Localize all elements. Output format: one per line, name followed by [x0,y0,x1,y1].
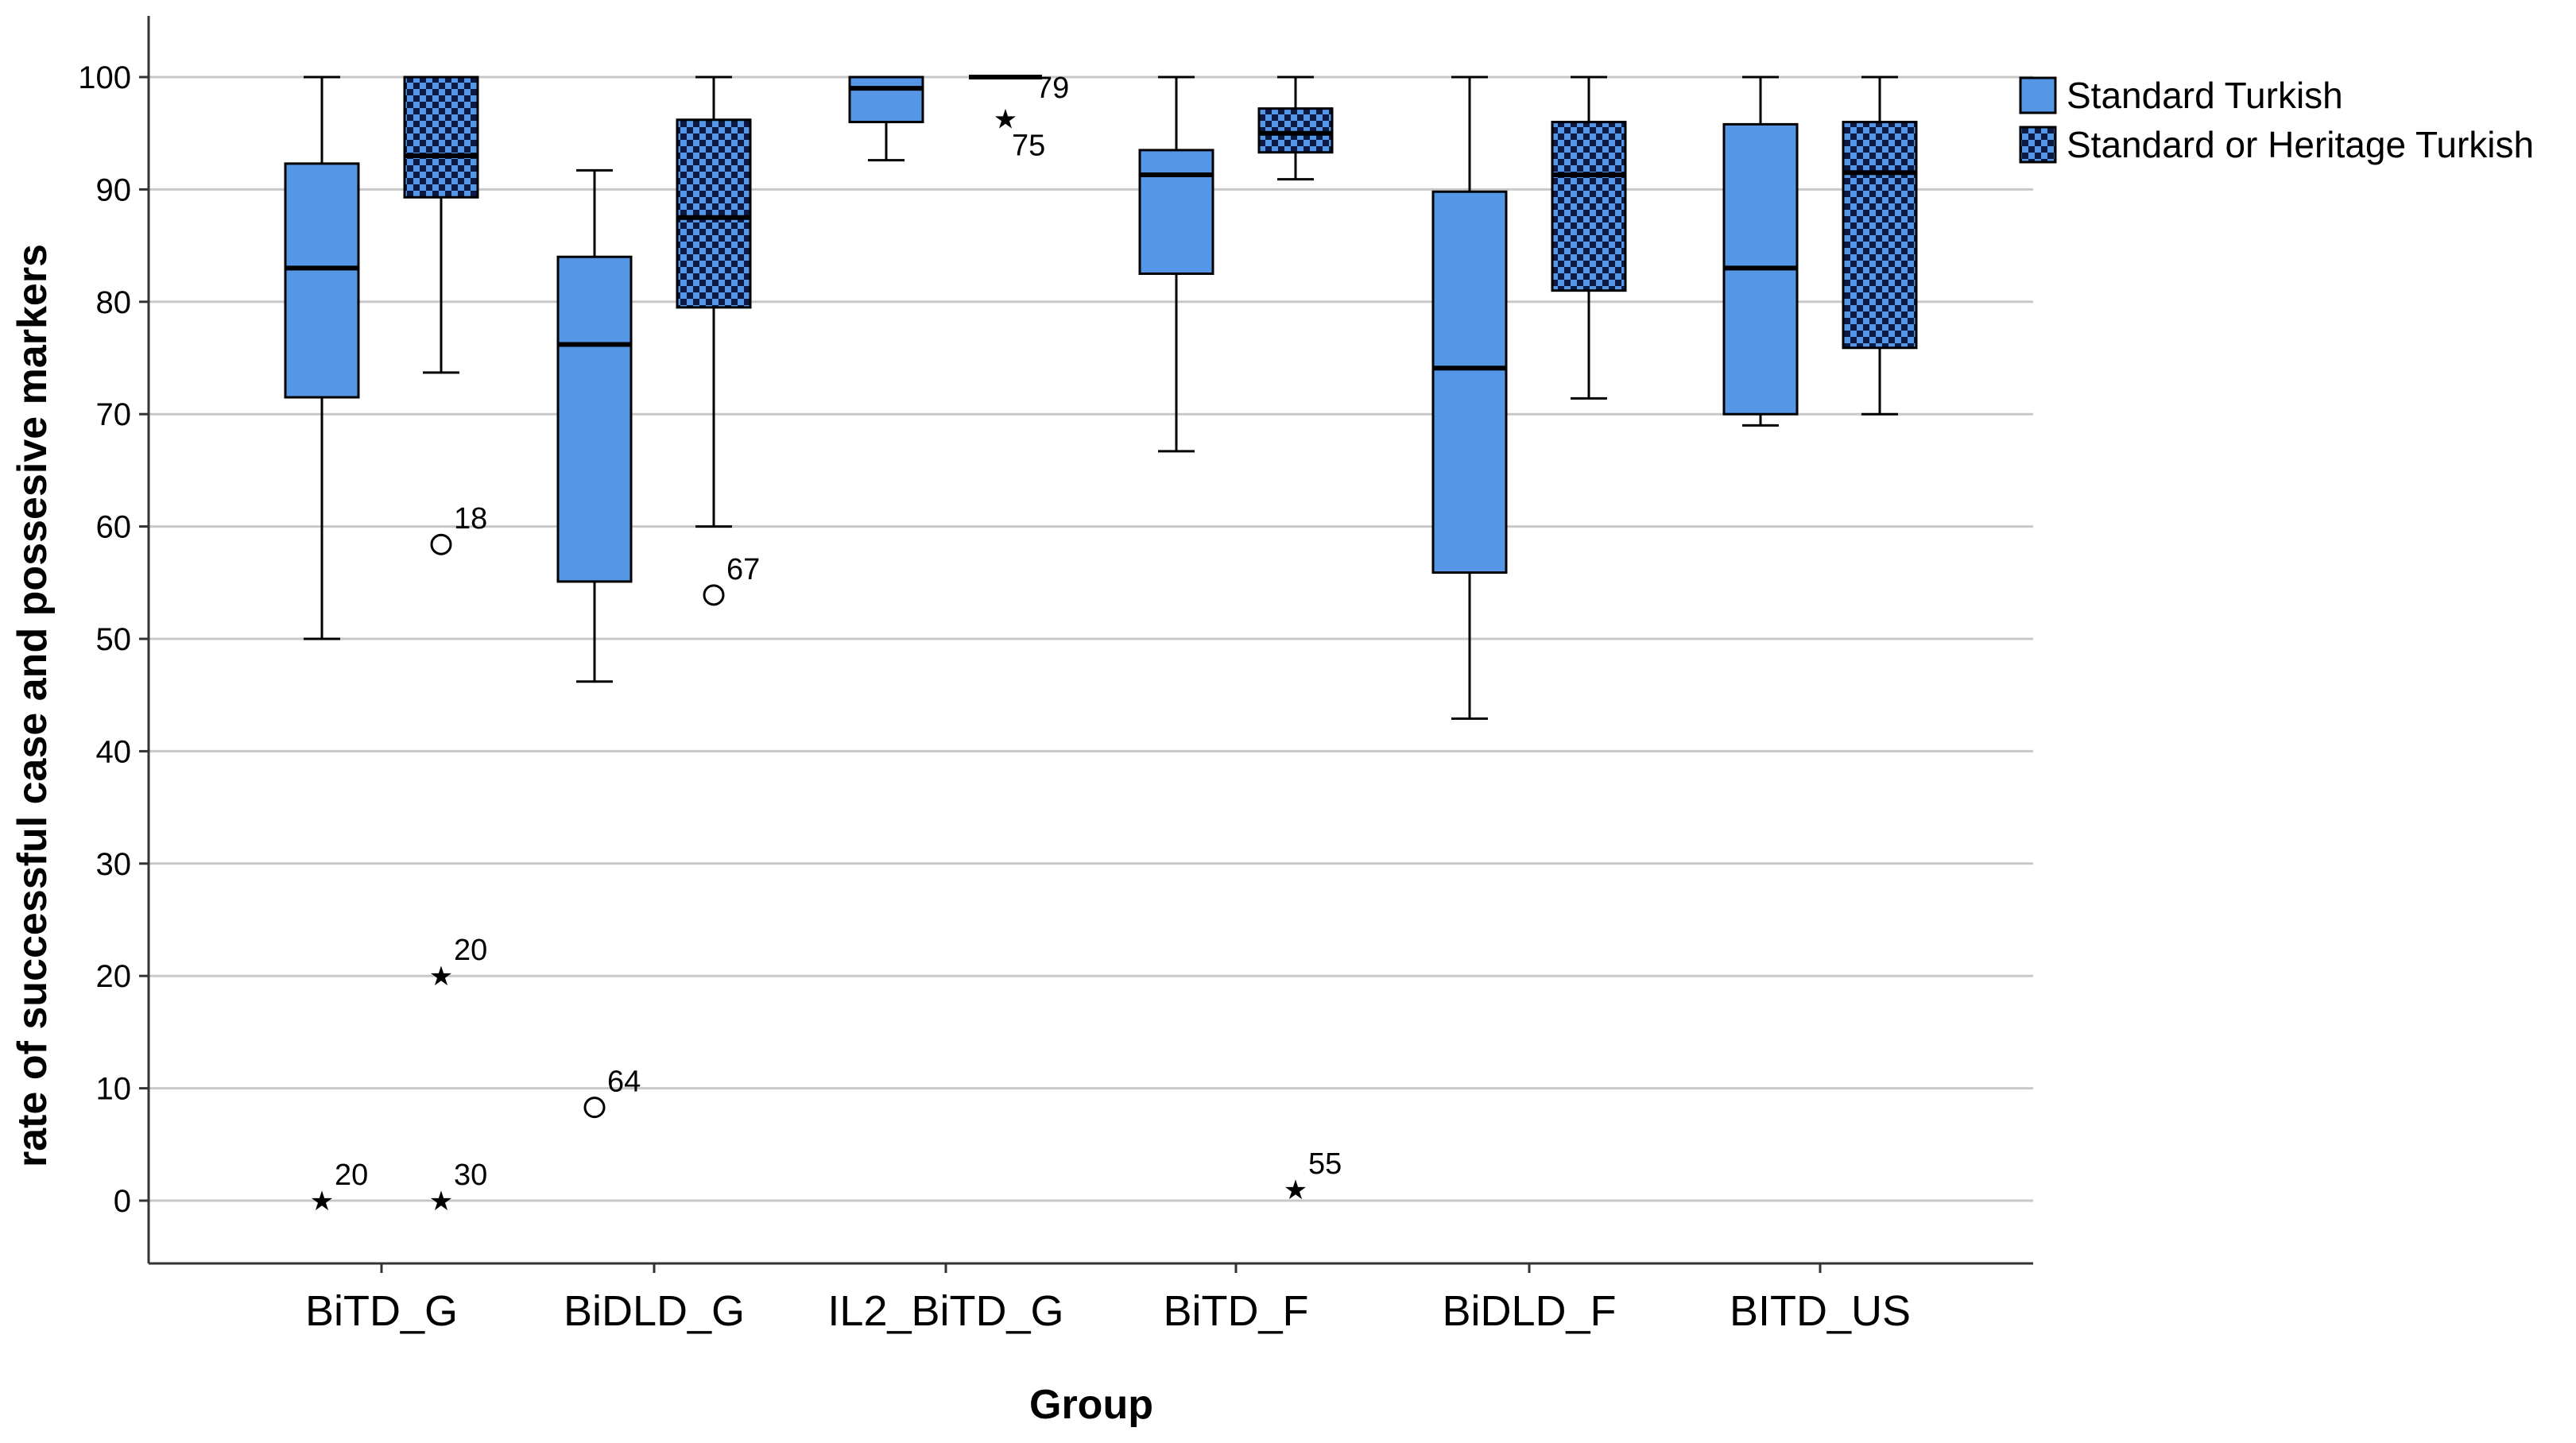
box-series [284,75,1918,720]
y-tick-label: 90 [96,172,132,207]
y-tick-label: 60 [96,510,132,545]
x-category-label: BiTD_G [305,1287,458,1335]
y-tick-label: 20 [96,959,132,994]
y-tick-label: 70 [96,397,132,432]
box-iqr [1431,190,1508,574]
outlier-star: ★ [429,1186,453,1217]
legend-swatch [2019,76,2057,114]
outlier-label: 64 [607,1066,641,1099]
x-category-label: BITD_US [1730,1287,1911,1335]
outlier-label: 20 [454,934,487,967]
outlier-circle [703,584,725,606]
legend-label: Standard or Heritage Turkish [2067,124,2534,165]
y-tick-label: 0 [114,1184,131,1219]
box-heritage-BiTD_G [403,75,479,374]
outlier-star: ★ [1284,1174,1307,1206]
y-tick-label: 50 [96,622,132,657]
y-tick-label: 100 [78,60,131,95]
box-iqr [676,118,752,309]
box-iqr [1842,121,1918,350]
box-heritage-BITD_US [1842,75,1918,416]
outlier-label: 75 [1012,129,1045,162]
x-category-labels: BiTD_G BiDLD_G IL2_BiTD_G BiTD_F BiDLD_F BITD… [305,1263,1911,1335]
outlier-circle [430,533,452,555]
box-iqr [284,162,360,399]
box-heritage-BiDLD_F [1551,75,1627,400]
legend: Standard Turkish Standard or Heritage Tur… [2019,75,2534,165]
y-axis-title: rate of successful case and possesive ma… [10,244,56,1167]
y-tick-label: 30 [96,847,132,882]
box-standard-BiTD_G [284,75,360,640]
outlier-label: 79 [1036,72,1069,105]
outlier-star: ★ [994,103,1017,135]
outlier-circle [583,1097,606,1119]
box-iqr [403,75,479,199]
box-standard-BITD_US [1722,75,1799,427]
box-iqr [556,255,633,583]
legend-label: Standard Turkish [2067,75,2343,116]
box-heritage-BiTD_F [1257,75,1334,181]
outlier-label: 67 [726,553,760,586]
x-category-label: BiDLD_F [1442,1287,1616,1335]
y-tick-label: 10 [96,1072,132,1107]
outlier-label: 55 [1308,1147,1342,1181]
box-standard-IL2_BiTD_G [848,75,924,162]
y-tick-label: 40 [96,734,132,769]
x-axis-title: Group [1029,1382,1153,1428]
outlier-label: 30 [454,1159,487,1192]
box-iqr [1257,107,1334,154]
y-tick-labels: 0 10 20 30 40 50 60 70 80 90 100 [78,60,131,1219]
box-heritage-BiDLD_G [676,75,752,528]
outlier-star: ★ [310,1186,334,1217]
box-standard-BiTD_F [1138,75,1214,453]
box-standard-BiDLD_G [556,168,633,683]
box-iqr [848,75,924,124]
y-tick-label: 80 [96,285,132,320]
outlier-label: 20 [335,1159,368,1192]
axes [147,16,2033,1265]
legend-swatch [2019,126,2057,164]
box-standard-BiDLD_F [1431,75,1508,720]
outlier-label: 18 [454,502,487,536]
box-iqr [1138,149,1214,275]
box-iqr [1551,121,1627,292]
outlier-star: ★ [429,961,453,992]
x-category-label: BiDLD_G [564,1287,745,1335]
x-category-label: BiTD_F [1163,1287,1308,1335]
x-category-label: IL2_BiTD_G [827,1287,1063,1335]
